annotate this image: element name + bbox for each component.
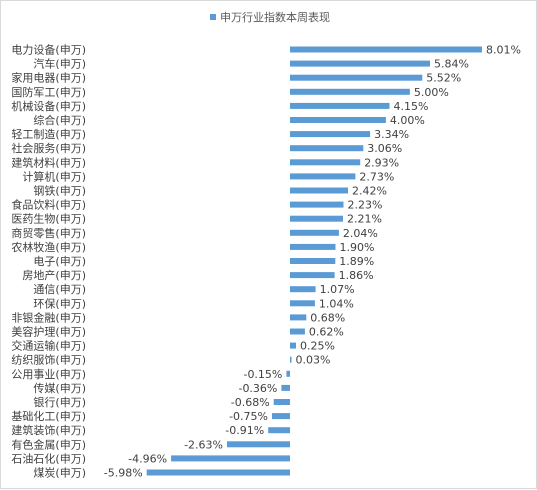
category-label: 交通运输(申万) [11, 339, 86, 353]
bar [290, 131, 371, 138]
category-label: 轻工制造(申万) [11, 127, 86, 141]
category-label: 医药生物(申万) [11, 212, 86, 226]
data-label: 2.04% [343, 227, 378, 240]
data-label: 4.15% [394, 100, 429, 113]
data-label: 3.06% [367, 142, 402, 155]
data-label: 8.01% [486, 44, 521, 57]
data-label: 2.42% [352, 185, 387, 198]
data-label: 1.86% [339, 269, 374, 282]
data-label: 0.68% [310, 311, 345, 324]
category-label: 通信(申万) [33, 283, 86, 296]
data-label: 2.23% [348, 199, 383, 212]
data-label: 0.25% [300, 340, 335, 353]
category-label: 美容护理(申万) [11, 325, 86, 339]
bar [290, 201, 344, 208]
bar [290, 328, 305, 335]
data-label: 1.89% [339, 255, 374, 268]
data-label: -5.98% [104, 467, 143, 480]
bar [290, 88, 410, 95]
category-label: 银行(申万) [33, 395, 86, 409]
bar [290, 74, 423, 81]
data-label: -0.91% [225, 424, 264, 437]
category-label: 建筑装饰(申万) [11, 423, 86, 437]
bar [286, 370, 290, 377]
data-label: 1.04% [319, 297, 354, 310]
category-label: 机械设备(申万) [11, 99, 86, 113]
bar [272, 413, 290, 420]
bar [227, 441, 290, 448]
category-label: 食品饮料(申万) [11, 198, 86, 212]
bar [290, 102, 390, 109]
bar [290, 258, 336, 264]
data-label: 4.00% [390, 114, 425, 127]
category-label: 建筑材料(申万) [11, 155, 86, 169]
data-label: 0.03% [296, 354, 331, 367]
bar [290, 60, 430, 67]
category-label: 社会服务(申万) [11, 141, 86, 155]
bar [290, 243, 336, 250]
category-label: 纺织服饰(申万) [11, 353, 86, 367]
data-label: -0.75% [229, 410, 268, 423]
bar [290, 117, 386, 123]
bar [273, 399, 290, 405]
category-label: 传媒(申万) [33, 382, 86, 395]
data-label: 5.84% [434, 58, 469, 71]
bar [146, 469, 290, 476]
data-label: 1.90% [340, 241, 375, 254]
data-label: -0.15% [243, 368, 282, 381]
data-label: -0.36% [238, 382, 277, 395]
bar [290, 286, 316, 293]
data-label: 2.93% [364, 156, 399, 169]
data-label: 5.00% [414, 86, 449, 99]
category-label: 公用事业(申万) [11, 368, 86, 381]
bar [290, 229, 339, 236]
data-label: -2.63% [184, 438, 223, 451]
legend-swatch [210, 14, 216, 20]
category-label: 综合(申万) [33, 113, 86, 127]
category-label: 电子(申万) [33, 255, 86, 268]
category-label: 电力设备(申万) [11, 43, 86, 57]
category-label: 商贸零售(申万) [11, 226, 86, 240]
category-label: 房地产(申万) [22, 268, 86, 282]
bar [290, 272, 335, 279]
category-label: 石油石化(申万) [11, 451, 86, 465]
data-label: 2.73% [359, 170, 394, 183]
legend: 申万行业指数本周表现 [210, 10, 330, 24]
category-label: 钢铁(申万) [33, 185, 86, 198]
category-label: 有色金属(申万) [11, 437, 86, 451]
category-label: 国防军工(申万) [11, 85, 86, 99]
data-label: 0.62% [309, 326, 344, 339]
bar [290, 46, 482, 53]
bar [290, 300, 315, 307]
data-label: 2.21% [347, 213, 382, 226]
bar [268, 427, 290, 434]
category-label: 非银金融(申万) [11, 310, 86, 324]
bar [171, 455, 290, 462]
category-label: 环保(申万) [33, 296, 86, 310]
data-label: -0.68% [231, 396, 270, 409]
category-label: 基础化工(申万) [11, 409, 86, 423]
bar [290, 145, 364, 152]
category-label: 家用电器(申万) [11, 71, 86, 85]
data-label: 3.34% [374, 128, 409, 141]
data-label: 1.07% [320, 283, 355, 296]
bar [290, 159, 361, 166]
bar [290, 342, 296, 349]
bar [281, 384, 290, 391]
category-label: 计算机(申万) [22, 169, 86, 183]
category-label: 汽车(申万) [33, 57, 86, 71]
category-label: 煤炭(申万) [33, 467, 86, 480]
data-label: -4.96% [128, 452, 167, 465]
bar [290, 215, 343, 222]
bar [290, 173, 356, 180]
bar [290, 187, 348, 194]
bar [290, 314, 307, 321]
data-label: 5.52% [426, 72, 461, 85]
legend-label: 申万行业指数本周表现 [220, 10, 330, 24]
category-label: 农林牧渔(申万) [11, 240, 86, 254]
bar [290, 356, 292, 363]
